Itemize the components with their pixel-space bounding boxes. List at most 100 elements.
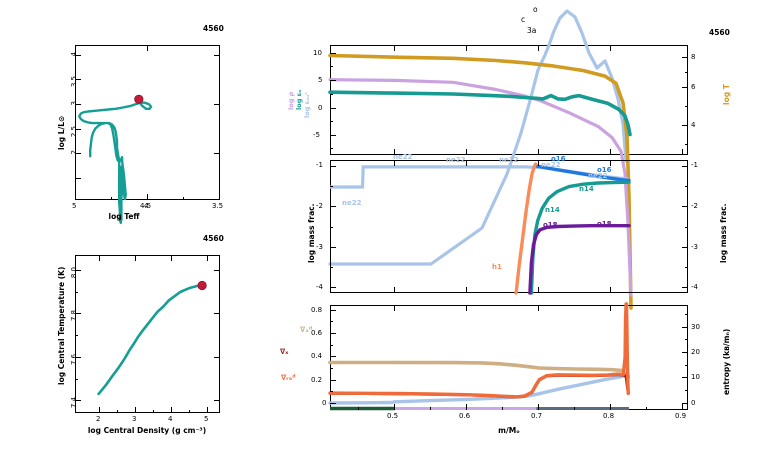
bottom-left-ytick-02: 0.2 <box>311 376 323 384</box>
middle-plot-frame <box>330 160 688 293</box>
bottom-right-ytick-20: 20 <box>691 348 700 356</box>
series-h1 <box>514 162 538 295</box>
label-grad-star: ∇ₓ <box>280 347 289 356</box>
trho-plot-frame <box>75 255 220 413</box>
label-ne22-d: ne22 <box>499 156 519 164</box>
label-o16-b: o16 <box>597 166 612 174</box>
top-right-ytick-8: 8 <box>691 53 696 61</box>
bottom-left-ytick-04: 0.4 <box>311 352 323 360</box>
hr-ytick-3: 2.5 <box>70 126 78 138</box>
trho-xaxis-label: log Central Density (g cm⁻³) <box>87 426 207 435</box>
hr-xtick-1: 4.5 <box>140 202 152 210</box>
hr-evolution-track <box>78 98 153 225</box>
middle-right-ytick-m1: -1 <box>691 161 698 169</box>
label-grad-ad: ∇ₐᵈ <box>300 325 313 334</box>
bottom-right-ytick-0: 0 <box>691 399 696 407</box>
label-o18-b: o18 <box>597 220 612 228</box>
hr-xtick-2: 4 <box>144 202 149 210</box>
trho-track-svg <box>97 280 207 396</box>
top-left-axis-label-rho: log ρ <box>287 91 295 110</box>
series-entropy <box>328 373 630 405</box>
bottom-right-ytick-10: 10 <box>691 373 700 381</box>
label-n14-b: n14 <box>545 206 560 214</box>
bottom-xtick-06: 0.6 <box>459 412 471 420</box>
label-h1: h1 <box>492 263 502 271</box>
label-ne22-b: ne22 <box>393 153 413 161</box>
top-left-ytick-5: 5 <box>318 76 323 84</box>
trho-xtick-2: 4 <box>168 415 173 423</box>
middle-left-ytick-m2: -2 <box>316 202 323 210</box>
middle-curves-svg <box>330 162 631 295</box>
top-right-axis-label: log T <box>722 84 731 105</box>
trho-ytick-2: 7.8 <box>70 310 78 322</box>
label-ne22-c: ne22 <box>446 156 466 164</box>
hr-xtick-3: 3.5 <box>212 202 224 210</box>
trho-yaxis-label: log Central Temperature (K) <box>57 266 66 385</box>
trho-track <box>97 284 203 396</box>
top-left-ytick-10: 10 <box>313 49 322 57</box>
trho-ytick-1: 7.6 <box>70 354 78 366</box>
hr-current-model-marker <box>134 94 144 104</box>
bottom-left-ytick-0: 0 <box>322 399 327 407</box>
bottom-xtick-09: 0.9 <box>675 412 687 420</box>
series-o16 <box>534 164 631 183</box>
hr-track-svg <box>78 94 153 225</box>
hr-model-number: 4560 <box>203 24 224 33</box>
hr-ytick-0: 4 <box>70 52 78 57</box>
label-ne22-e: ne22 <box>541 161 561 169</box>
trho-xtick-0: 2 <box>96 415 101 423</box>
middle-left-ytick-m4: -4 <box>316 283 323 291</box>
middle-left-ytick-m3: -3 <box>316 243 323 251</box>
top-plot-frame <box>330 45 688 155</box>
top-right-ytick-4: 4 <box>691 121 696 129</box>
trho-xtick-1: 3 <box>132 415 137 423</box>
top-left-ytick-m5: -5 <box>313 131 320 139</box>
hr-track-group <box>78 98 153 225</box>
hr-xtick-0: 5 <box>72 202 77 210</box>
middle-left-ytick-m1: -1 <box>316 161 323 169</box>
trho-ytick-3: 8.0 <box>70 267 78 279</box>
series-grad-rad <box>328 302 630 399</box>
header-mark-o: o <box>533 5 538 14</box>
trho-xtick-3: 5 <box>204 415 209 423</box>
label-ne22-a: ne22 <box>342 199 362 207</box>
series-n14 <box>529 180 631 295</box>
middle-right-ytick-m2: -2 <box>691 202 698 210</box>
middle-right-axis-label: log mass frac. <box>719 203 728 263</box>
top-left-axis-label-eps: log εₙ <box>295 89 303 110</box>
label-grad-rad: ∇ᵣₐᵈ <box>281 373 296 382</box>
series-log-rho <box>328 78 633 297</box>
label-ne22-f: ne22 <box>588 172 608 180</box>
label-n14-a: n14 <box>579 185 594 193</box>
hr-ytick-1: 3.5 <box>70 76 78 88</box>
bottom-xtick-08: 0.8 <box>603 412 615 420</box>
series-log-T <box>328 53 633 310</box>
bottom-left-ytick-08: 0.8 <box>311 306 323 314</box>
hr-yaxis-label: log L/L⊙ <box>57 115 66 150</box>
middle-right-ytick-m4: -4 <box>691 283 698 291</box>
series-log-eps <box>328 90 632 137</box>
middle-left-axis-label: log mass frac. <box>307 203 316 263</box>
middle-right-ytick-m3: -3 <box>691 243 698 251</box>
trho-current-model-marker <box>197 280 207 291</box>
trho-ytick-0: 7.4 <box>70 397 78 409</box>
header-mark-c: c <box>521 15 526 24</box>
top-left-axis-label-epsnuc: log εₙᵤᶜ <box>303 92 311 118</box>
top-right-ytick-6: 6 <box>691 83 696 91</box>
hr-ytick-4: 2 <box>70 150 78 155</box>
top-curves-svg <box>328 9 633 310</box>
series-o18 <box>528 223 631 295</box>
bottom-right-ytick-30: 30 <box>691 323 700 331</box>
label-o18-a: o18 <box>543 221 558 229</box>
trho-model-number: 4560 <box>203 234 224 243</box>
top-model-number: 4560 <box>709 28 730 37</box>
bottom-xaxis-label: m/Mₒ <box>498 426 520 435</box>
bottom-curves-svg <box>328 302 631 411</box>
bottom-right-axis-label: entropy (kʙ/mₙ) <box>722 328 731 395</box>
hr-ytick-2: 3 <box>70 101 78 106</box>
series-grad-ad <box>328 360 631 380</box>
top-left-ytick-0: 0 <box>318 104 323 112</box>
bottom-xtick-07: 0.7 <box>531 412 543 420</box>
hr-xaxis-label: log Teff <box>108 212 140 221</box>
